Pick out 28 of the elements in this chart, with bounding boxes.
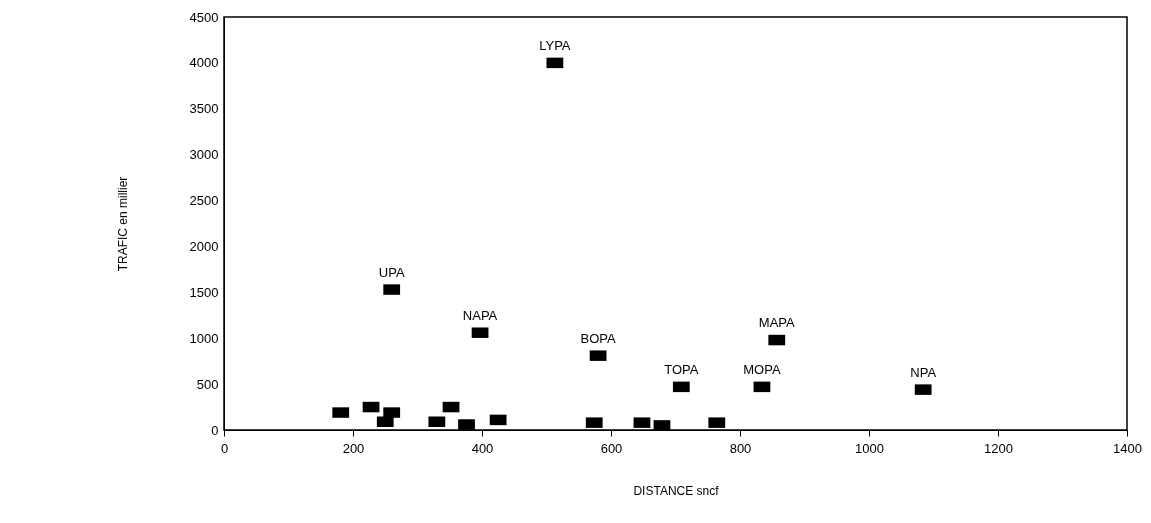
annotation: LYPA — [539, 37, 571, 53]
y-axis-title: TRAFIC en millier — [115, 176, 130, 272]
annotation: TOPA — [664, 361, 699, 377]
y-tick-label: 3500 — [189, 101, 219, 117]
x-tick-label: 800 — [729, 440, 752, 456]
y-tick-label: 1500 — [189, 284, 219, 300]
y-tick-label: 0 — [211, 422, 219, 438]
y-tick-label: 4000 — [189, 55, 219, 71]
annotation: NPA — [910, 364, 937, 380]
annotation: MOPA — [743, 361, 781, 377]
y-tick-label: 500 — [196, 376, 219, 392]
x-tick-label: 200 — [342, 440, 365, 456]
x-tick-label: 1200 — [984, 440, 1013, 456]
annotation: UPA — [378, 264, 405, 280]
annotation: NAPA — [462, 307, 498, 323]
annotation: MAPA — [758, 315, 796, 331]
y-tick-label: 1000 — [189, 330, 219, 346]
y-tick-label: 3000 — [189, 147, 219, 163]
annotation: BOPA — [580, 330, 616, 346]
y-tick-label: 4500 — [189, 9, 219, 25]
x-axis-title: DISTANCE sncf — [633, 483, 720, 498]
x-tick-label: 1000 — [855, 440, 884, 456]
x-tick-label: 1400 — [1113, 440, 1142, 456]
y-tick-label: 2000 — [189, 238, 219, 254]
x-tick-label: 600 — [600, 440, 623, 456]
x-tick-label: 0 — [220, 440, 229, 456]
y-tick-label: 2500 — [189, 193, 219, 209]
x-tick-label: 400 — [471, 440, 494, 456]
